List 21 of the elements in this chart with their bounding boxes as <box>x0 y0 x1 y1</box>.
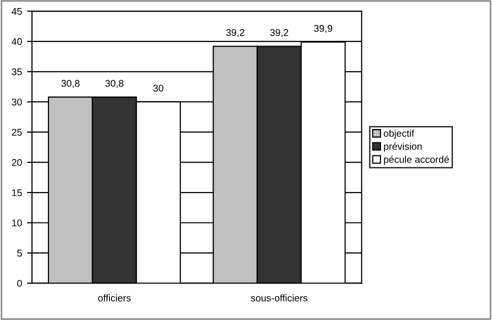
x-tick-label: sous-officiers <box>250 294 308 302</box>
y-tick-label: 40 <box>12 38 22 46</box>
x-tick-label: officiers <box>98 294 131 302</box>
legend-label: prévision <box>384 142 422 152</box>
y-tick-label: 5 <box>17 250 22 257</box>
data-label: 39,9 <box>314 24 332 33</box>
y-tick-label: 10 <box>12 219 22 226</box>
data-label: 39,2 <box>226 29 244 38</box>
legend-label: objectif <box>384 130 414 139</box>
y-tick-label: 35 <box>12 68 22 76</box>
legend-label: pécule accordé <box>384 156 449 165</box>
data-label: 30,8 <box>61 80 80 88</box>
y-tick-label: 0 <box>17 280 22 287</box>
y-tick-label: 15 <box>12 189 22 196</box>
y-tick-label: 30 <box>12 98 22 106</box>
y-tick-label: 20 <box>12 159 22 166</box>
data-label: 30 <box>153 84 164 92</box>
data-label: 39,2 <box>270 29 288 38</box>
y-tick-label: 45 <box>12 8 22 15</box>
data-label: 30,8 <box>105 80 124 88</box>
y-tick-label: 25 <box>12 128 22 136</box>
